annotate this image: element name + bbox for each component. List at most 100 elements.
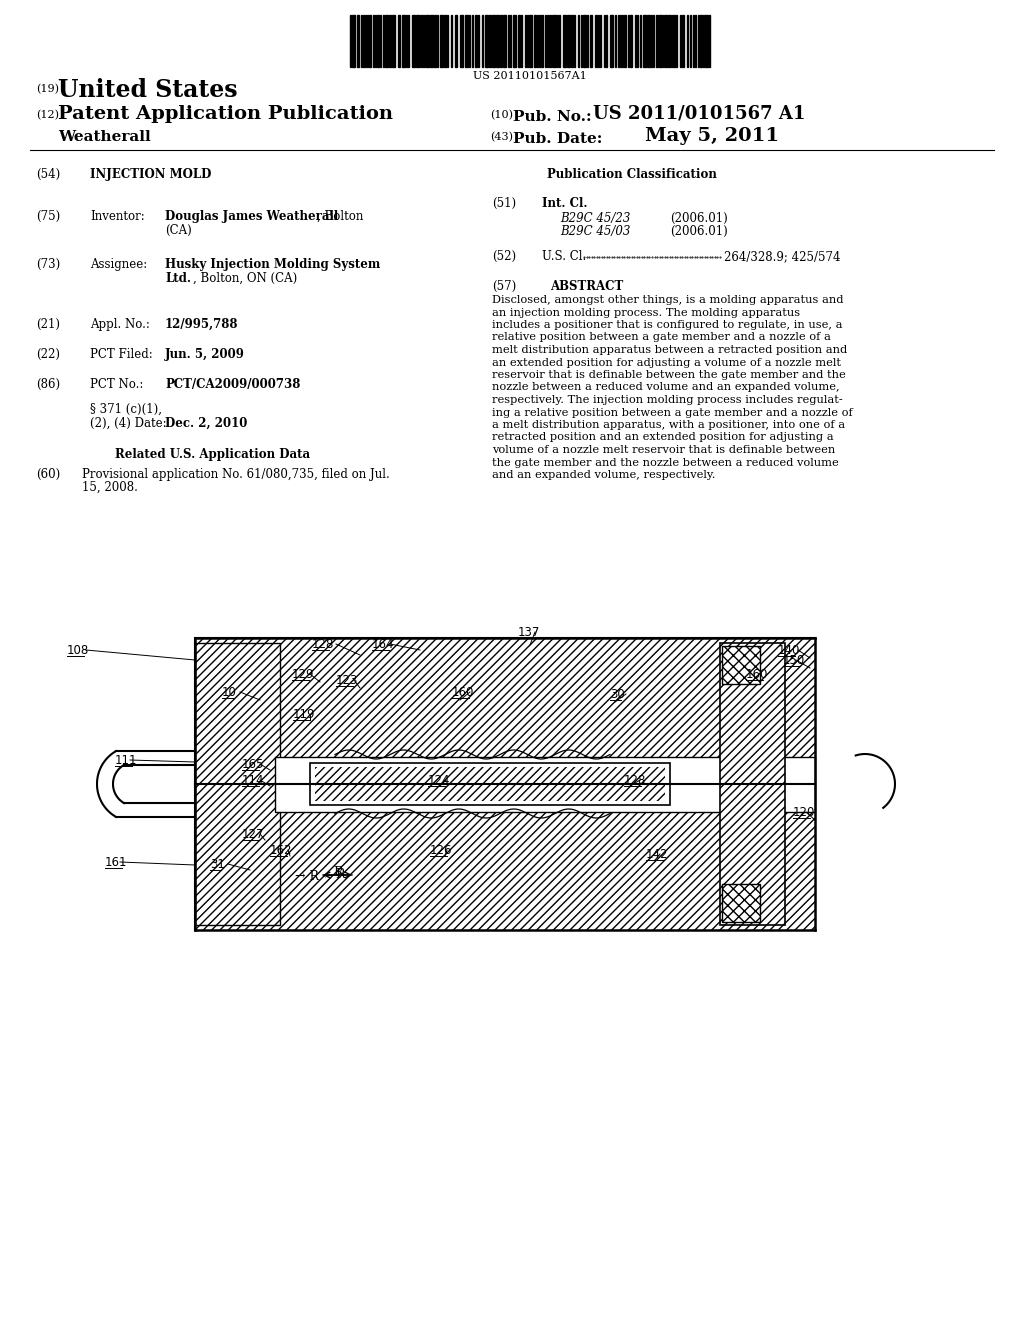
Text: 162: 162 (270, 843, 293, 857)
Text: ing a relative position between a gate member and a nozzle of: ing a relative position between a gate m… (492, 408, 853, 417)
Text: (19): (19) (36, 84, 59, 94)
Bar (434, 15, 436, 67)
Bar (195, 638, 815, 931)
Bar (720, 643, 785, 925)
Text: PCT No.:: PCT No.: (90, 378, 143, 391)
Text: melt distribution apparatus between a retracted position and: melt distribution apparatus between a re… (492, 345, 847, 355)
Bar (369, 15, 371, 67)
Text: a melt distribution apparatus, with a positioner, into one of a: a melt distribution apparatus, with a po… (492, 420, 845, 430)
Bar (492, 15, 495, 67)
Bar (643, 15, 646, 67)
Text: 119: 119 (293, 708, 315, 721)
Text: (86): (86) (36, 378, 60, 391)
Bar (610, 15, 613, 67)
Bar (430, 15, 433, 67)
Text: (60): (60) (36, 469, 60, 480)
Text: retracted position and an extended position for adjusting a: retracted position and an extended posit… (492, 433, 834, 442)
Bar (412, 15, 415, 67)
Bar (534, 15, 536, 67)
Bar (275, 756, 815, 812)
Text: (57): (57) (492, 280, 516, 293)
Text: 123: 123 (336, 673, 358, 686)
Text: 160: 160 (452, 685, 474, 698)
Text: Weatherall: Weatherall (58, 129, 151, 144)
Text: Disclosed, amongst other things, is a molding apparatus and: Disclosed, amongst other things, is a mo… (492, 294, 844, 305)
Bar (665, 15, 667, 67)
Text: → R ←: → R ← (295, 870, 334, 883)
Text: 264/328.9; 425/574: 264/328.9; 425/574 (724, 249, 841, 263)
Text: Jun. 5, 2009: Jun. 5, 2009 (165, 348, 245, 360)
Text: the gate member and the nozzle between a reduced volume: the gate member and the nozzle between a… (492, 458, 839, 467)
Text: an extended position for adjusting a volume of a nozzle melt: an extended position for adjusting a vol… (492, 358, 841, 367)
Bar (630, 15, 632, 67)
Text: , Bolton, ON (CA): , Bolton, ON (CA) (193, 272, 297, 285)
Text: Assignee:: Assignee: (90, 257, 147, 271)
Bar (500, 15, 502, 67)
Bar (465, 15, 468, 67)
Text: reservoir that is definable between the gate member and the: reservoir that is definable between the … (492, 370, 846, 380)
Bar (460, 15, 463, 67)
Text: (75): (75) (36, 210, 60, 223)
Bar (590, 15, 592, 67)
Text: includes a positioner that is configured to regulate, in use, a: includes a positioner that is configured… (492, 319, 843, 330)
Text: Husky Injection Molding System: Husky Injection Molding System (165, 257, 380, 271)
Text: Related U.S. Application Data: Related U.S. Application Data (115, 447, 310, 461)
Bar (315, 767, 665, 801)
Text: 120: 120 (793, 805, 815, 818)
Bar (489, 15, 490, 67)
Text: US 2011/0101567 A1: US 2011/0101567 A1 (593, 106, 805, 123)
Text: relative position between a gate member and a nozzle of a: relative position between a gate member … (492, 333, 830, 342)
Bar (656, 15, 658, 67)
Text: 150: 150 (783, 653, 805, 667)
Text: 30: 30 (610, 688, 625, 701)
Bar (595, 15, 597, 67)
Bar (673, 15, 675, 67)
Text: Pub. No.:: Pub. No.: (513, 110, 592, 124)
Bar (541, 15, 543, 67)
Bar (416, 15, 419, 67)
Bar (563, 15, 566, 67)
Text: Appl. No.:: Appl. No.: (90, 318, 150, 331)
Text: (22): (22) (36, 348, 60, 360)
Text: 160: 160 (746, 668, 768, 681)
Bar (518, 15, 520, 67)
Bar (553, 15, 556, 67)
Bar (682, 15, 684, 67)
Text: R: R (333, 866, 343, 879)
Bar (389, 15, 391, 67)
Text: 129: 129 (292, 668, 314, 681)
Text: Douglas James Weatherall: Douglas James Weatherall (165, 210, 338, 223)
Text: (10): (10) (490, 110, 513, 120)
Bar (624, 15, 626, 67)
Text: (52): (52) (492, 249, 516, 263)
Text: 114: 114 (242, 774, 264, 787)
Bar (357, 15, 359, 67)
Bar (195, 643, 280, 925)
Text: an injection molding process. The molding apparatus: an injection molding process. The moldin… (492, 308, 800, 318)
Bar (571, 15, 573, 67)
Text: 124: 124 (428, 774, 451, 787)
Text: volume of a nozzle melt reservoir that is definable between: volume of a nozzle melt reservoir that i… (492, 445, 836, 455)
Text: 12/995,788: 12/995,788 (165, 318, 239, 331)
Text: and an expanded volume, respectively.: and an expanded volume, respectively. (492, 470, 716, 480)
Text: (12): (12) (36, 110, 59, 120)
Bar (668, 15, 670, 67)
Text: United States: United States (58, 78, 238, 102)
Text: R: R (335, 869, 345, 882)
Text: 137: 137 (518, 626, 541, 639)
Text: (73): (73) (36, 257, 60, 271)
Bar (700, 15, 702, 67)
Text: B29C 45/03: B29C 45/03 (560, 224, 631, 238)
Text: 10: 10 (222, 685, 237, 698)
Bar (444, 15, 446, 67)
Text: May 5, 2011: May 5, 2011 (645, 127, 779, 145)
Text: (21): (21) (36, 318, 60, 331)
Bar (722, 884, 760, 921)
Bar (475, 15, 477, 67)
Bar (352, 15, 355, 67)
Bar (195, 638, 815, 766)
Bar (583, 15, 586, 67)
Bar (310, 763, 670, 805)
Text: nozzle between a reduced volume and an expanded volume,: nozzle between a reduced volume and an e… (492, 383, 840, 392)
Bar (659, 15, 662, 67)
